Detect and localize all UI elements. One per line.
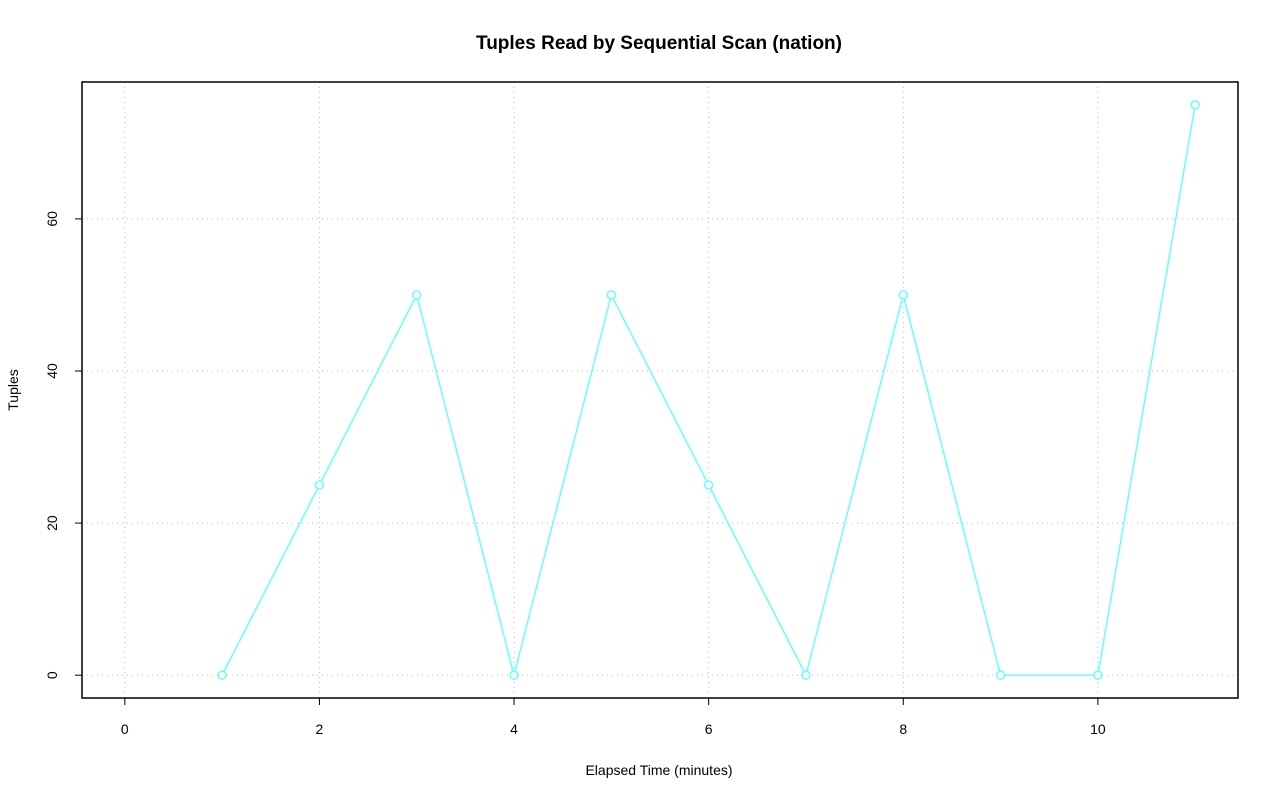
y-tick-label: 40 [44, 363, 60, 379]
x-tick-label: 8 [899, 721, 907, 737]
x-tick-label: 0 [121, 721, 129, 737]
x-tick-label: 10 [1090, 721, 1106, 737]
data-point [509, 670, 519, 680]
y-tick-label: 20 [44, 515, 60, 531]
data-point [801, 670, 811, 680]
data-point [1190, 100, 1200, 110]
data-point [411, 290, 422, 300]
data-point [606, 290, 617, 300]
data-point [995, 670, 1006, 680]
chart-title: Tuples Read by Sequential Scan (nation) [476, 33, 842, 54]
x-tick-label: 4 [510, 721, 518, 737]
data-point [898, 290, 909, 300]
y-axis-label: Tuples [5, 369, 21, 411]
data-point [703, 480, 714, 490]
data-point [1093, 670, 1103, 680]
data-point [314, 480, 325, 490]
x-axis-label: Elapsed Time (minutes) [585, 762, 732, 778]
x-tick-label: 6 [705, 721, 713, 737]
y-tick-label: 0 [44, 671, 60, 679]
data-point [217, 670, 227, 680]
y-tick-label: 60 [44, 211, 60, 227]
x-tick-label: 2 [316, 721, 324, 737]
plot-frame [81, 81, 1239, 699]
